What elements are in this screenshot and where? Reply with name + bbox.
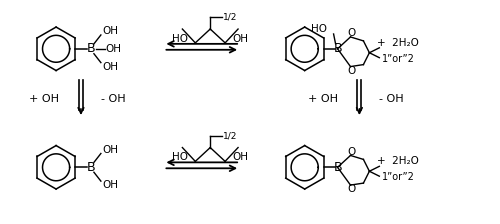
Text: + OH: + OH <box>29 94 59 104</box>
Text: OH: OH <box>232 34 248 44</box>
Text: 1”or”2: 1”or”2 <box>382 172 415 182</box>
Text: - OH: - OH <box>101 94 126 104</box>
Text: B: B <box>334 42 342 55</box>
Text: 1”or”2: 1”or”2 <box>382 54 415 64</box>
Text: - OH: - OH <box>380 94 404 104</box>
Text: B: B <box>86 161 96 174</box>
Text: HO: HO <box>172 34 188 44</box>
Text: OH: OH <box>102 144 118 155</box>
Text: OH: OH <box>102 26 118 36</box>
Text: 1/2: 1/2 <box>223 131 238 140</box>
Text: O: O <box>348 28 356 38</box>
Text: OH: OH <box>232 153 248 162</box>
Text: O: O <box>348 66 356 75</box>
Text: HO: HO <box>172 153 188 162</box>
Text: OH: OH <box>106 44 122 54</box>
Text: OH: OH <box>102 180 118 190</box>
Text: +  2H₂O: + 2H₂O <box>378 156 419 166</box>
Text: B: B <box>86 42 96 55</box>
Text: +  2H₂O: + 2H₂O <box>378 38 419 48</box>
Text: OH: OH <box>102 62 118 72</box>
Text: B: B <box>334 161 342 174</box>
Text: + OH: + OH <box>308 94 338 104</box>
Text: O: O <box>348 146 356 157</box>
Text: HO: HO <box>310 24 326 34</box>
Text: O: O <box>348 184 356 194</box>
Text: 1/2: 1/2 <box>223 13 238 22</box>
